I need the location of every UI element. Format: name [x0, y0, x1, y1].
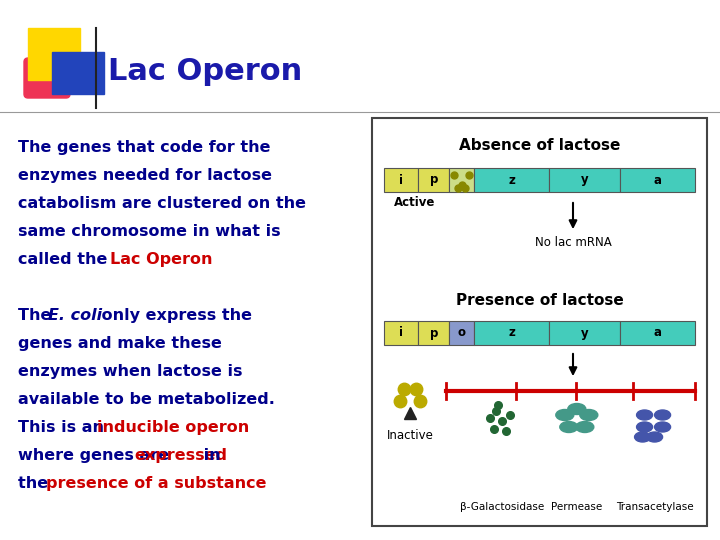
Ellipse shape	[576, 422, 594, 433]
Text: same chromosome in what is: same chromosome in what is	[18, 224, 281, 239]
Text: available to be metabolized.: available to be metabolized.	[18, 392, 275, 407]
Text: catabolism are clustered on the: catabolism are clustered on the	[18, 196, 306, 211]
Text: y: y	[581, 327, 588, 340]
Text: a: a	[654, 327, 662, 340]
Text: Permease: Permease	[552, 502, 603, 512]
Bar	[621, 168, 695, 192]
Text: y: y	[581, 173, 588, 186]
Text: The: The	[18, 308, 57, 323]
Text: This is an: This is an	[18, 420, 109, 435]
Bar	[449, 321, 474, 345]
Bar	[474, 321, 549, 345]
Text: Active: Active	[395, 196, 436, 209]
Text: Lac Operon: Lac Operon	[110, 252, 212, 267]
Bar	[549, 321, 621, 345]
Bar	[549, 168, 621, 192]
Text: o: o	[458, 327, 466, 340]
Text: i: i	[399, 327, 403, 340]
Ellipse shape	[556, 409, 574, 421]
Ellipse shape	[647, 432, 662, 442]
Bar	[384, 321, 418, 345]
FancyBboxPatch shape	[24, 58, 70, 98]
Text: enzymes needed for lactose: enzymes needed for lactose	[18, 168, 272, 183]
Bar	[372, 118, 707, 526]
Text: β-Galactosidase: β-Galactosidase	[460, 502, 544, 512]
Text: Lac Operon: Lac Operon	[108, 57, 302, 86]
Text: Inactive: Inactive	[387, 429, 434, 442]
Text: inducible operon: inducible operon	[97, 420, 249, 435]
Bar	[621, 321, 695, 345]
Bar	[418, 321, 449, 345]
Text: Transacetylase: Transacetylase	[616, 502, 693, 512]
Text: p: p	[430, 327, 438, 340]
Ellipse shape	[654, 422, 670, 432]
Text: i: i	[399, 173, 403, 186]
Text: z: z	[508, 327, 515, 340]
Text: only express the: only express the	[96, 308, 252, 323]
Ellipse shape	[654, 410, 670, 420]
Text: genes and make these: genes and make these	[18, 336, 222, 351]
Text: E. coli: E. coli	[48, 308, 102, 323]
Bar	[474, 168, 549, 192]
Text: No lac mRNA: No lac mRNA	[535, 236, 611, 249]
Text: The genes that code for the: The genes that code for the	[18, 140, 271, 155]
Ellipse shape	[560, 422, 578, 433]
Text: in: in	[198, 448, 220, 463]
Text: the: the	[18, 476, 54, 491]
Text: Presence of lactose: Presence of lactose	[456, 293, 624, 308]
Ellipse shape	[636, 422, 652, 432]
Ellipse shape	[568, 403, 586, 415]
Bar	[418, 168, 449, 192]
Text: where genes are: where genes are	[18, 448, 175, 463]
Bar	[28, 28, 80, 80]
Bar	[52, 52, 104, 94]
Text: Absence of lactose: Absence of lactose	[459, 138, 620, 153]
Text: a: a	[654, 173, 662, 186]
Text: presence of a substance: presence of a substance	[46, 476, 266, 491]
Text: z: z	[508, 173, 515, 186]
Text: expressed: expressed	[134, 448, 227, 463]
Text: called the: called the	[18, 252, 113, 267]
Ellipse shape	[580, 409, 598, 421]
Text: p: p	[430, 173, 438, 186]
Text: enzymes when lactose is: enzymes when lactose is	[18, 364, 243, 379]
Ellipse shape	[636, 410, 652, 420]
Bar	[384, 168, 418, 192]
Bar	[449, 168, 474, 192]
Ellipse shape	[634, 432, 651, 442]
